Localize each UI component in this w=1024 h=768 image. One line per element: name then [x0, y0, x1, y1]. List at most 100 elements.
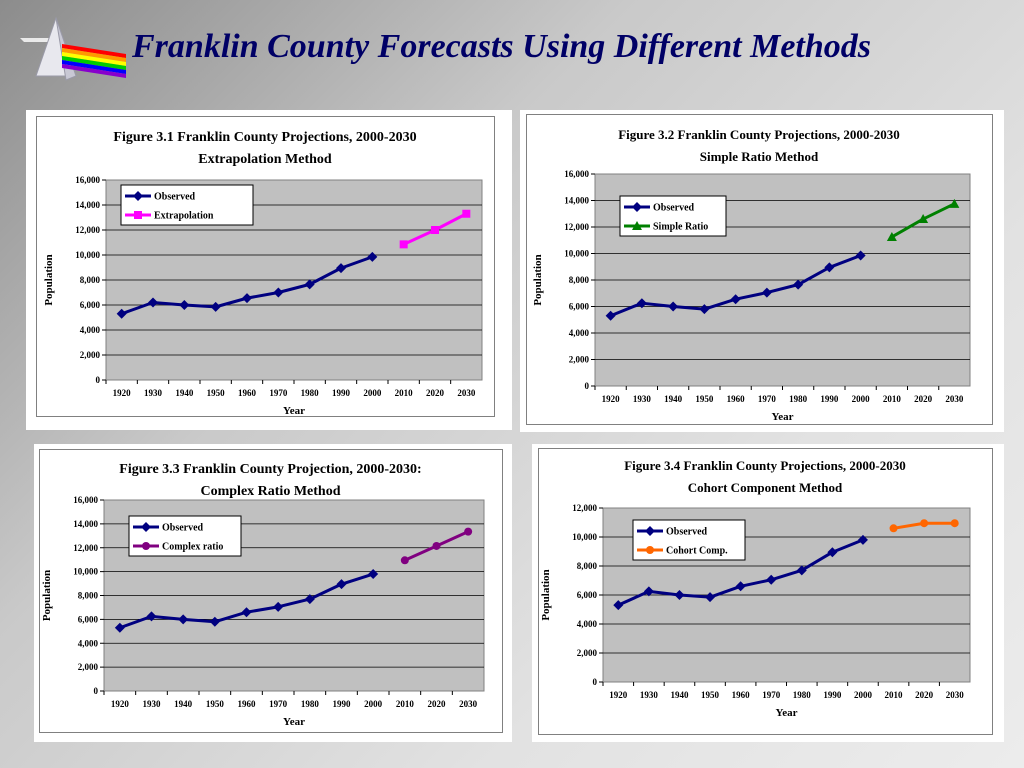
legend-swatch-marker — [141, 522, 151, 532]
chart-panel-extrapolation: Figure 3.1 Franklin County Projections, … — [26, 110, 512, 430]
y-tick-label: 2,000 — [80, 350, 101, 360]
y-tick-label: 6,000 — [577, 590, 598, 600]
prism-logo-icon — [20, 16, 126, 81]
legend: Observed Cohort Comp. — [632, 519, 746, 561]
data-point — [146, 611, 157, 622]
data-point — [116, 308, 127, 319]
chart-panel-cohort-component: Figure 3.4 Franklin County Projections, … — [532, 444, 1004, 742]
x-tick-label: 1990 — [820, 394, 839, 404]
legend-box — [120, 184, 254, 226]
x-tick-label: 2020 — [914, 394, 933, 404]
y-tick-label: 4,000 — [80, 325, 101, 335]
data-point — [889, 524, 898, 533]
y-axis-label: Population — [41, 570, 53, 621]
x-tick-label: 1960 — [732, 690, 751, 700]
x-tick-label: 1970 — [269, 388, 288, 398]
series-observed — [613, 534, 868, 611]
data-point — [336, 579, 347, 590]
data-point — [114, 622, 125, 633]
x-tick-label: 2010 — [396, 699, 415, 709]
y-axis-label: Population — [43, 254, 55, 305]
legend-swatch-marker — [632, 202, 642, 212]
data-point — [432, 541, 441, 550]
y-axis-label: Population — [540, 569, 552, 620]
x-tick-label: 1950 — [207, 388, 226, 398]
x-tick-label: 2030 — [459, 699, 478, 709]
y-tick-label: 8,000 — [80, 275, 101, 285]
y-tick-label: 8,000 — [577, 561, 598, 571]
data-point — [148, 297, 158, 308]
x-tick-label: 1980 — [789, 394, 808, 404]
data-point — [273, 601, 284, 612]
chart-title: Figure 3.4 Franklin County Projections, … — [624, 458, 906, 473]
y-axis-label: Population — [532, 254, 544, 305]
data-point — [705, 592, 716, 603]
x-tick-label: 1970 — [269, 699, 288, 709]
legend-label: Cohort Comp. — [666, 546, 728, 557]
legend-label: Observed — [162, 523, 204, 534]
y-tick-label: 10,000 — [73, 567, 98, 577]
x-tick-label: 1970 — [758, 394, 777, 404]
x-axis-label: Year — [283, 405, 305, 417]
x-tick-label: 1950 — [206, 699, 225, 709]
y-tick-label: 16,000 — [564, 169, 589, 179]
data-point — [886, 231, 897, 241]
x-tick-label: 2000 — [854, 690, 873, 700]
y-tick-label: 0 — [94, 686, 99, 696]
legend-label: Extrapolation — [154, 211, 214, 222]
y-tick-label: 10,000 — [75, 250, 100, 260]
y-tick-label: 0 — [96, 375, 101, 385]
x-axis-label: Year — [776, 707, 798, 719]
chart-svg: Figure 3.2 Franklin County Projections, … — [526, 114, 993, 425]
x-tick-label: 2000 — [363, 388, 382, 398]
y-tick-label: 4,000 — [577, 619, 598, 629]
data-point — [918, 214, 929, 224]
x-tick-label: 1980 — [301, 388, 320, 398]
series-observed — [114, 569, 379, 633]
x-tick-label: 2020 — [915, 690, 934, 700]
chart-subtitle: Simple Ratio Method — [700, 149, 819, 164]
x-tick-label: 1920 — [111, 699, 130, 709]
chart-panel-simple-ratio: Figure 3.2 Franklin County Projections, … — [520, 110, 1004, 432]
x-tick-label: 1930 — [144, 388, 163, 398]
data-point — [209, 616, 220, 627]
data-point — [636, 298, 647, 309]
chart-title: Figure 3.3 Franklin County Projection, 2… — [119, 462, 421, 477]
chart-subtitle: Complex Ratio Method — [201, 484, 341, 499]
legend-swatch-marker — [134, 211, 142, 219]
legend-label: Simple Ratio — [653, 222, 708, 233]
chart-panel-complex-ratio: Figure 3.3 Franklin County Projection, 2… — [34, 444, 512, 742]
chart-svg: Figure 3.1 Franklin County Projections, … — [36, 116, 495, 417]
x-axis-label: Year — [772, 411, 794, 423]
legend: Observed Extrapolation — [120, 184, 254, 226]
data-point — [178, 614, 189, 625]
y-tick-label: 2,000 — [577, 648, 598, 658]
data-point — [462, 209, 471, 218]
legend-swatch-marker — [646, 546, 654, 554]
x-tick-label: 1990 — [823, 690, 842, 700]
data-point — [949, 198, 960, 208]
data-point — [730, 294, 741, 305]
data-point — [336, 263, 346, 274]
chart-subtitle: Extrapolation Method — [198, 152, 332, 167]
y-tick-label: 2,000 — [78, 662, 99, 672]
data-point — [643, 586, 654, 597]
y-tick-label: 14,000 — [73, 519, 98, 529]
y-tick-label: 16,000 — [73, 495, 98, 505]
legend-swatch-marker — [645, 526, 655, 536]
legend-label: Observed — [154, 192, 196, 203]
data-point — [179, 300, 190, 310]
x-tick-label: 2020 — [426, 388, 445, 398]
y-tick-label: 12,000 — [73, 543, 98, 553]
data-point — [210, 301, 221, 312]
data-point — [241, 607, 252, 618]
data-point — [273, 287, 284, 298]
x-tick-label: 2000 — [852, 394, 871, 404]
data-point — [431, 226, 439, 234]
y-tick-label: 12,000 — [572, 503, 597, 513]
x-tick-label: 1980 — [793, 690, 812, 700]
y-tick-label: 12,000 — [564, 222, 589, 232]
x-tick-label: 1980 — [301, 699, 320, 709]
x-tick-label: 1930 — [143, 699, 162, 709]
x-tick-label: 2010 — [885, 690, 904, 700]
